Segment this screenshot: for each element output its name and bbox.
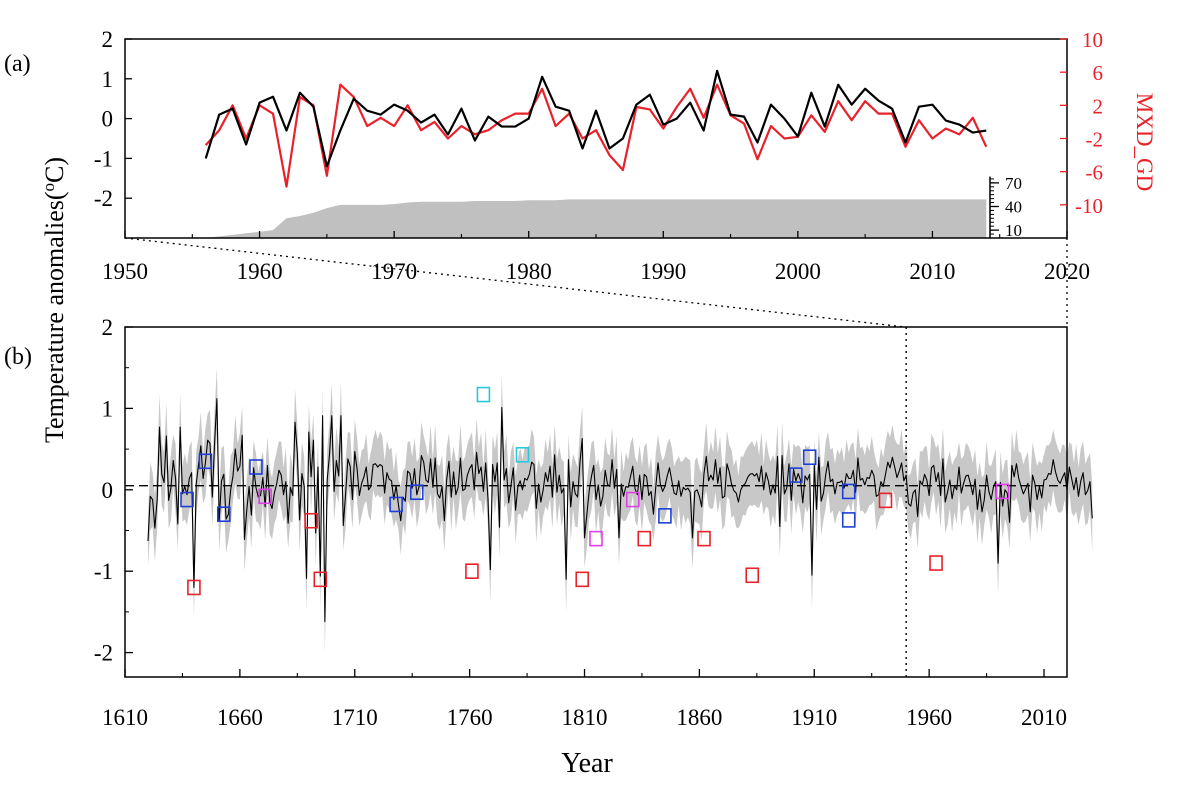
event-marker	[389, 496, 403, 513]
event-marker	[841, 512, 856, 528]
event-marker	[180, 491, 194, 508]
event-marker	[589, 530, 603, 547]
panel-a-series	[204, 69, 988, 188]
sample-tick-label: 40	[1005, 198, 1022, 217]
x-tick-label: 1950	[102, 259, 148, 284]
zoom-connector-left	[124, 237, 906, 328]
reference-lines	[125, 327, 1067, 677]
event-marker	[789, 467, 803, 483]
event-marker	[515, 446, 530, 463]
panel-b-label: (b)	[4, 344, 32, 370]
panel-a-x-ticks: 1950 1960 1970 1980 1990 2000 2010 2020	[102, 231, 1090, 284]
right-tick-label: 2	[1093, 94, 1104, 118]
event-marker	[187, 579, 201, 596]
right-tick-label: 6	[1093, 61, 1104, 85]
event-marker	[637, 530, 652, 547]
event-marker	[476, 386, 491, 403]
x-tick-label: 2010	[909, 259, 955, 284]
reconstruction-polyline	[147, 398, 1093, 623]
y-axis-label-main: Temperature anomalies(	[40, 191, 69, 443]
event-markers	[180, 386, 1010, 596]
y-tick-label: 1	[102, 67, 114, 92]
y-tick-label: 2	[102, 27, 114, 52]
x-axis-label: Year	[561, 748, 613, 779]
y-axis-label-end: C)	[40, 157, 69, 183]
right-tick-label: -2	[1086, 128, 1104, 152]
panel-a-left-ticks: -2 -1 0 1 2	[94, 27, 132, 211]
event-marker	[697, 530, 711, 547]
x-tick-label: 1660	[217, 705, 263, 730]
event-marker	[409, 484, 424, 501]
x-tick-label: 1970	[371, 259, 417, 284]
event-marker	[304, 512, 318, 529]
right-tick-label: -6	[1086, 161, 1104, 185]
panel-a: 1950 1960 1970 1980 1990 2000 2010 2020 -2-1012…	[94, 27, 1103, 284]
sample-depth-fill	[205, 199, 987, 238]
event-marker	[878, 492, 893, 509]
event-marker	[745, 567, 760, 584]
event-marker	[216, 506, 231, 523]
x-tick-label: 1960	[237, 259, 283, 284]
panel-b-y-ticks: -2 -1 0 1 2	[94, 315, 133, 666]
event-marker	[575, 571, 590, 588]
event-marker	[625, 491, 640, 508]
x-tick-label: 1860	[676, 705, 722, 730]
observed-temperature-line	[204, 69, 987, 168]
x-tick-label: 1610	[102, 705, 148, 730]
y-axis-label: Temperature anomalies(oC)	[39, 157, 69, 443]
y-tick-label: -1	[94, 559, 113, 584]
x-tick-label: 1810	[562, 705, 608, 730]
y-tick-label: 1	[102, 396, 114, 421]
x-tick-label: 1710	[332, 705, 378, 730]
y-axis-label-sup: o	[39, 183, 58, 192]
y-tick-label: 0	[102, 107, 114, 132]
x-tick-label: 2010	[1021, 705, 1067, 730]
panel-a-label: (a)	[4, 51, 31, 77]
sample-depth-ticks: 10 40 70	[989, 174, 1022, 240]
sample-depth-area	[205, 199, 987, 238]
right-tick-label: 10	[1082, 28, 1103, 52]
mxd-gd-line	[204, 83, 988, 188]
y-tick-label: -1	[94, 146, 113, 171]
x-tick-label: 1980	[506, 259, 552, 284]
event-marker	[258, 488, 272, 505]
panel-b: 1610 1660 1710 1760 1810 1860 1910 1960 2010 -2-…	[94, 315, 1093, 730]
event-marker	[198, 453, 213, 470]
y-tick-label: 0	[102, 478, 114, 503]
event-marker	[658, 508, 672, 524]
event-marker	[841, 483, 856, 500]
panel-b-frame	[124, 326, 1068, 678]
event-marker	[249, 459, 263, 475]
x-tick-label: 1990	[640, 259, 686, 284]
x-tick-label: 2000	[775, 259, 821, 284]
x-tick-label: 1910	[791, 705, 837, 730]
event-marker	[313, 571, 328, 588]
x-tick-label: 1960	[906, 705, 952, 730]
y-tick-label: -2	[94, 641, 113, 666]
sample-tick-label: 70	[1005, 174, 1022, 193]
event-marker	[995, 483, 1010, 500]
sample-tick-label: 10	[1005, 221, 1022, 240]
panel-b-x-ticks: 1610 1660 1710 1760 1810 1860 1910 1960 2010	[102, 669, 1067, 730]
y-tick-label: -2	[94, 186, 113, 211]
event-marker	[465, 563, 479, 579]
right-axis-label: MXD_GD	[1132, 93, 1157, 191]
reconstruction-line	[147, 398, 1093, 623]
y-tick-label: 2	[102, 315, 114, 340]
panel-a-right-ticks: -10 -6 -2 2 6 10	[1060, 28, 1103, 218]
event-marker	[802, 449, 817, 466]
x-tick-label: 1760	[447, 705, 493, 730]
right-tick-label: -10	[1075, 194, 1103, 218]
event-marker	[929, 555, 943, 571]
